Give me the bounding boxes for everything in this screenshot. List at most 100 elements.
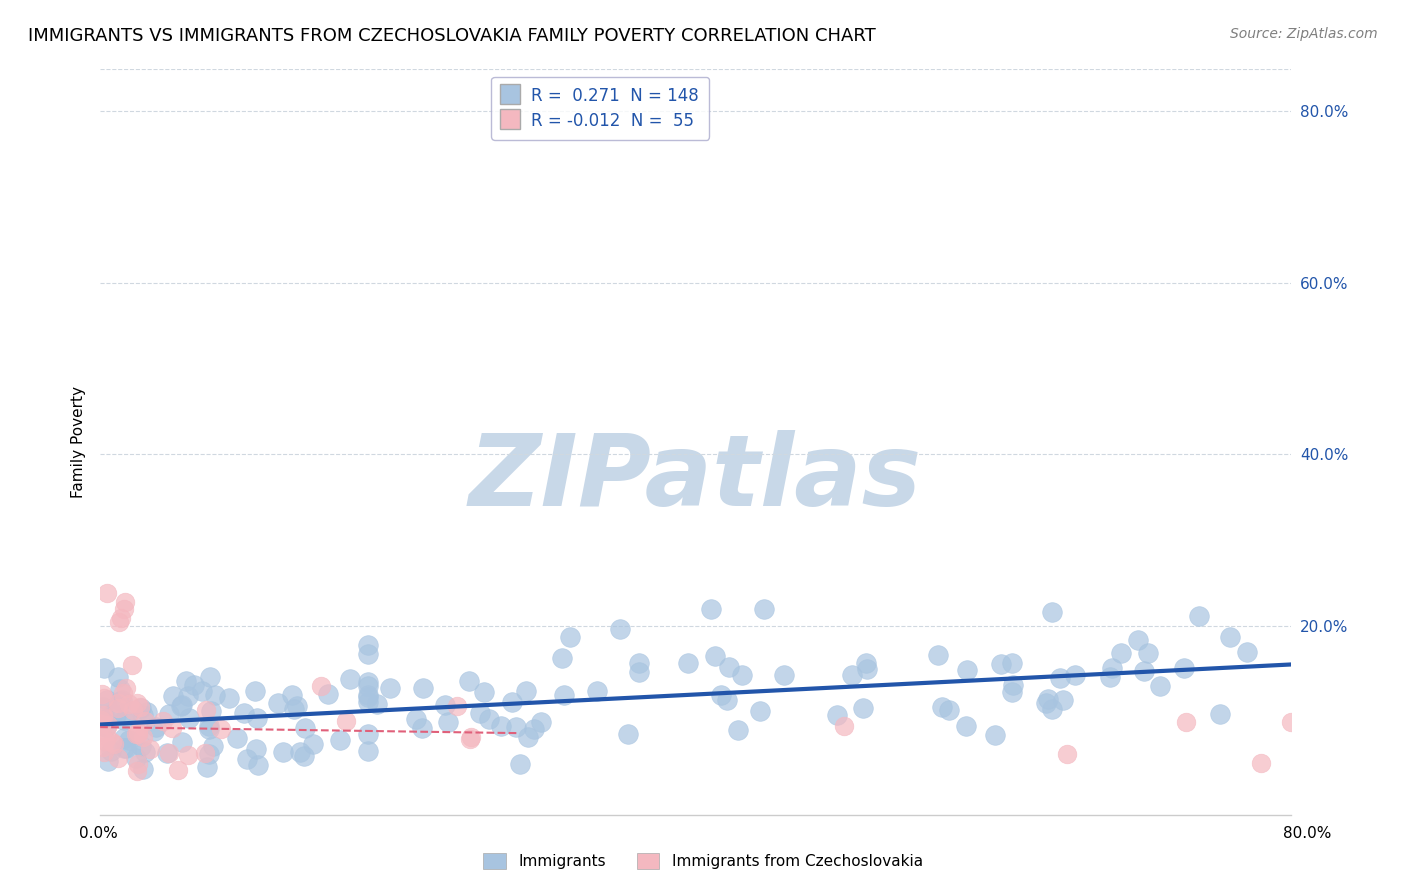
- Point: [1133, 664, 1156, 678]
- Point: [97, 718, 120, 732]
- Point: [245, 741, 267, 756]
- Point: [491, 718, 513, 732]
- Point: [110, 611, 132, 625]
- Point: [204, 689, 226, 703]
- Point: [127, 757, 149, 772]
- Point: [209, 722, 232, 736]
- Point: [1035, 696, 1057, 710]
- Point: [125, 696, 148, 710]
- Point: [472, 685, 495, 699]
- Point: [103, 737, 125, 751]
- Point: [357, 679, 380, 693]
- Point: [285, 698, 308, 713]
- Point: [101, 735, 124, 749]
- Point: [852, 700, 875, 714]
- Point: [412, 681, 434, 695]
- Point: [162, 690, 184, 704]
- Point: [134, 714, 156, 728]
- Point: [627, 665, 650, 679]
- Point: [984, 728, 1007, 742]
- Point: [169, 699, 191, 714]
- Point: [301, 737, 323, 751]
- Point: [990, 657, 1012, 671]
- Point: [118, 697, 141, 711]
- Point: [198, 747, 221, 761]
- Point: [129, 701, 152, 715]
- Point: [174, 673, 197, 688]
- Point: [290, 745, 312, 759]
- Point: [316, 687, 339, 701]
- Point: [1188, 609, 1211, 624]
- Point: [90, 717, 112, 731]
- Point: [162, 721, 184, 735]
- Point: [197, 719, 219, 733]
- Point: [1002, 678, 1025, 692]
- Point: [91, 710, 114, 724]
- Point: [1309, 246, 1331, 260]
- Point: [357, 695, 380, 709]
- Point: [194, 746, 217, 760]
- Point: [458, 674, 481, 689]
- Point: [112, 602, 135, 616]
- Point: [194, 703, 217, 717]
- Point: [366, 697, 388, 711]
- Point: [405, 712, 427, 726]
- Point: [703, 648, 725, 663]
- Point: [96, 730, 118, 744]
- Point: [553, 688, 575, 702]
- Point: [91, 699, 114, 714]
- Point: [357, 690, 380, 704]
- Point: [856, 662, 879, 676]
- Point: [411, 721, 433, 735]
- Point: [927, 648, 949, 662]
- Point: [357, 689, 380, 703]
- Point: [125, 751, 148, 765]
- Point: [1056, 747, 1078, 761]
- Point: [357, 744, 380, 758]
- Point: [446, 699, 468, 714]
- Point: [134, 745, 156, 759]
- Point: [558, 630, 581, 644]
- Point: [127, 724, 149, 739]
- Point: [132, 762, 155, 776]
- Point: [956, 663, 979, 677]
- Point: [127, 727, 149, 741]
- Point: [132, 731, 155, 745]
- Point: [96, 586, 118, 600]
- Point: [309, 679, 332, 693]
- Point: [676, 657, 699, 671]
- Point: [523, 722, 546, 736]
- Point: [1042, 702, 1064, 716]
- Point: [177, 748, 200, 763]
- Point: [1149, 679, 1171, 693]
- Point: [90, 724, 112, 739]
- Point: [122, 703, 145, 717]
- Point: [93, 661, 115, 675]
- Point: [1109, 646, 1132, 660]
- Point: [183, 678, 205, 692]
- Point: [1101, 661, 1123, 675]
- Point: [509, 757, 531, 772]
- Point: [107, 750, 129, 764]
- Point: [1279, 714, 1302, 729]
- Point: [96, 693, 118, 707]
- Point: [152, 714, 174, 728]
- Point: [112, 731, 135, 746]
- Point: [335, 714, 357, 729]
- Point: [1136, 646, 1159, 660]
- Text: 0.0%: 0.0%: [79, 827, 118, 841]
- Point: [91, 707, 114, 722]
- Point: [1098, 670, 1121, 684]
- Point: [1049, 671, 1071, 685]
- Point: [108, 615, 131, 630]
- Point: [434, 698, 457, 712]
- Point: [1001, 656, 1024, 670]
- Point: [938, 703, 960, 717]
- Point: [125, 727, 148, 741]
- Point: [107, 670, 129, 684]
- Point: [1128, 632, 1150, 647]
- Point: [1209, 706, 1232, 721]
- Y-axis label: Family Poverty: Family Poverty: [72, 385, 86, 498]
- Point: [94, 720, 117, 734]
- Point: [773, 667, 796, 681]
